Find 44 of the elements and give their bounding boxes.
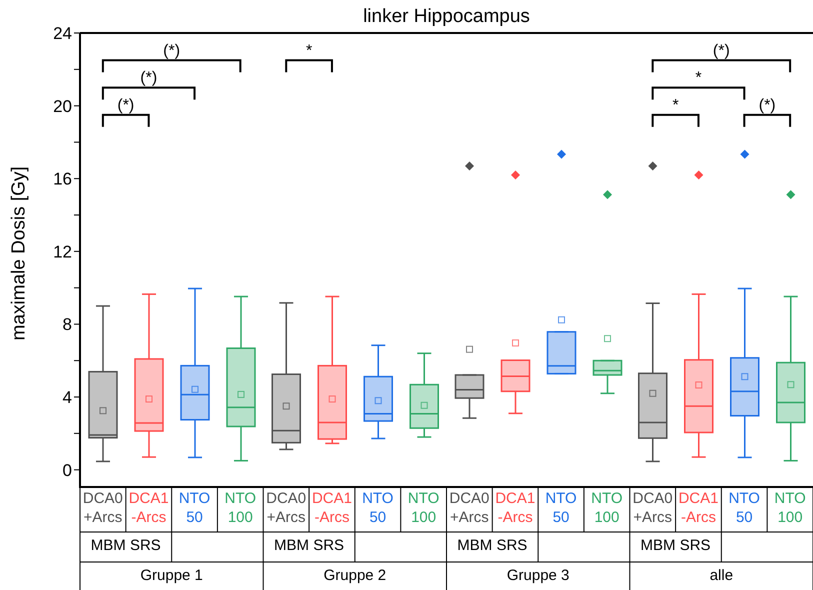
- text: DCA1 -Arcs: [678, 490, 718, 526]
- bracket: (*): [743, 96, 792, 127]
- annotation: (*): [140, 70, 158, 87]
- text: MBM SRS: [456, 537, 528, 554]
- text: DCA1 -Arcs: [310, 489, 353, 527]
- annotation: (*): [163, 42, 180, 60]
- text: MBM SRS: [90, 537, 162, 554]
- text: DCA0 +Arcs: [449, 490, 490, 526]
- x-tick-label: Gruppe 3: [506, 567, 570, 584]
- y-tick-label: 8: [62, 315, 72, 334]
- text: NTO 50: [728, 490, 760, 526]
- text: DCA1 -Arcs: [495, 490, 536, 526]
- text: NTO 100: [591, 490, 623, 526]
- bracket: *: [285, 42, 333, 72]
- text: DCA0 +Arcs: [265, 489, 308, 527]
- annotation: *: [306, 42, 312, 60]
- y-tick-label: 12: [53, 242, 72, 262]
- y-tick-label: 16: [53, 170, 72, 189]
- text: MBM SRS: [640, 537, 712, 554]
- text: NTO 100: [406, 489, 440, 527]
- y-tick-label: 20: [53, 96, 72, 116]
- x-tick-label: alle: [708, 567, 734, 584]
- text: NTO 100: [224, 490, 256, 526]
- text: NTO 50: [361, 489, 394, 527]
- bracket: (*): [102, 96, 150, 127]
- annotation: (*): [712, 42, 730, 60]
- text: DCA1 -Arcs: [128, 490, 169, 526]
- bracket: (*): [652, 42, 792, 72]
- annotation: *: [695, 70, 702, 87]
- x-tick-label: Gruppe 2: [322, 567, 388, 584]
- annotation: (*): [758, 96, 776, 114]
- text: NTO 50: [545, 490, 577, 526]
- text: NTO 100: [774, 490, 806, 526]
- chart-title: linker Hippocampus: [362, 6, 531, 28]
- text: DCA0 +Arcs: [82, 490, 123, 526]
- text: NTO 50: [178, 490, 210, 526]
- annotation: (*): [117, 96, 134, 114]
- y-tick-label: 24: [53, 24, 72, 44]
- text: MBM SRS: [273, 537, 346, 554]
- y-tick-label: 0: [62, 460, 72, 480]
- y-tick-label: 4: [62, 388, 72, 408]
- y-axis-title: maximale Dosis [Gy]: [8, 166, 30, 340]
- text: DCA0 +Arcs: [632, 490, 673, 526]
- x-tick-label: Gruppe 1: [139, 567, 204, 584]
